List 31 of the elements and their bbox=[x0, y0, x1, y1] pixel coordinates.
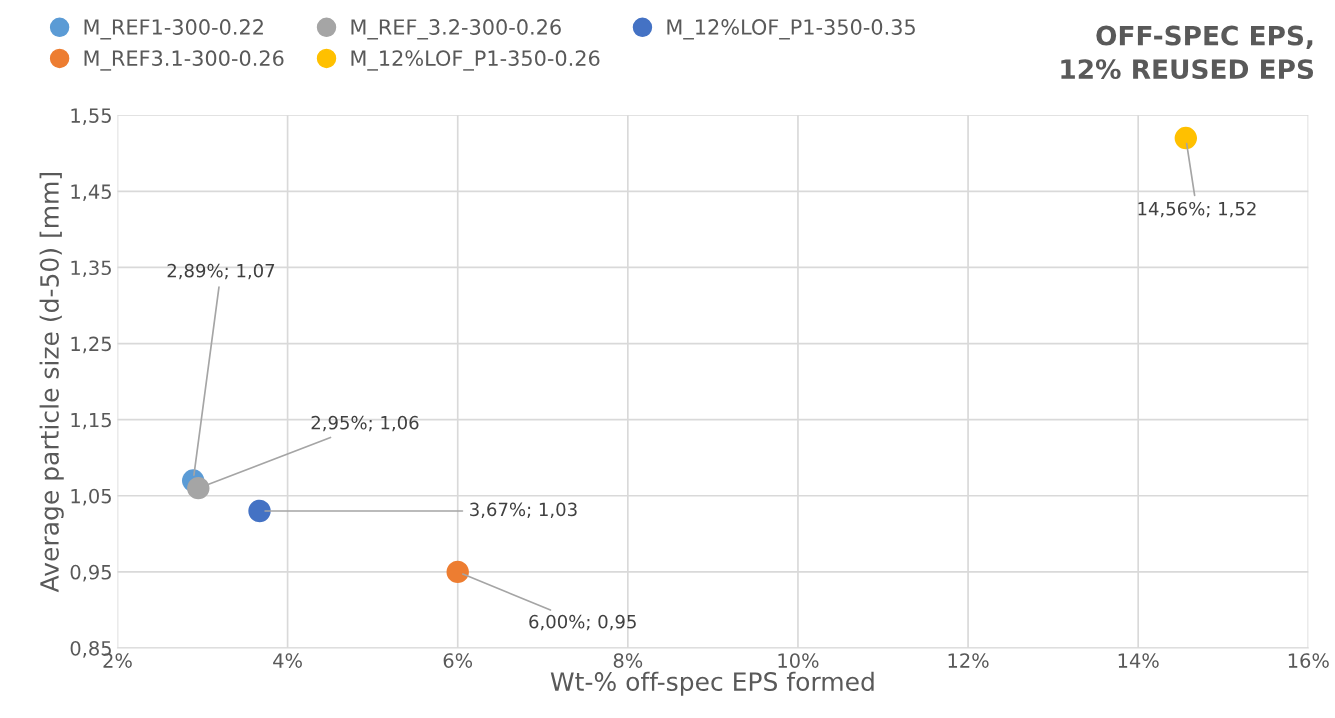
y-tick-label: 1,15 bbox=[71, 412, 111, 430]
y-tick-label: 1,55 bbox=[71, 108, 111, 125]
y-axis-title: Average particle size (d-50) [mm] bbox=[39, 172, 64, 593]
legend-label: M_12%LOF_P1-350-0.35 bbox=[667, 19, 915, 40]
data-label: 6,00%; 0,95 bbox=[529, 614, 636, 631]
data-label: 2,95%; 1,06 bbox=[311, 415, 419, 432]
y-tick-label: 1,35 bbox=[71, 260, 111, 278]
data-label: 2,89%; 1,07 bbox=[167, 263, 275, 280]
x-axis-title: Wt-% off-spec EPS formed bbox=[550, 671, 874, 696]
x-tick-label: 6% bbox=[443, 653, 473, 668]
x-tick-label: 8% bbox=[613, 653, 643, 668]
legend-label: M_REF3.1-300-0.26 bbox=[84, 50, 284, 71]
x-tick-label: 4% bbox=[273, 653, 302, 668]
x-tick-label: 10% bbox=[778, 653, 819, 668]
data-label: 3,67%; 1,03 bbox=[470, 502, 577, 519]
data-label: 14,56%; 1,52 bbox=[1138, 201, 1256, 218]
legend-label: M_12%LOF_P1-350-0.26 bbox=[351, 50, 600, 71]
x-tick-label: 14% bbox=[1118, 653, 1159, 668]
y-tick-label: 0,95 bbox=[70, 564, 111, 582]
x-tick-label: 16% bbox=[1288, 653, 1329, 668]
y-tick-label: 1,45 bbox=[71, 184, 111, 201]
y-tick-label: 1,05 bbox=[71, 488, 111, 506]
point bbox=[446, 560, 469, 584]
y-tick-label: 1,25 bbox=[71, 336, 111, 354]
legend-label: M_REF1-300-0.22 bbox=[84, 19, 263, 40]
x-tick-label: 12% bbox=[948, 653, 989, 668]
chart-title: OFF-SPEC EPS, 12% REUSED EPS bbox=[1061, 25, 1314, 80]
point bbox=[187, 476, 210, 500]
point bbox=[1174, 126, 1198, 150]
point bbox=[248, 499, 271, 523]
legend-label: M_REF_3.2-300-0.26 bbox=[351, 19, 561, 40]
